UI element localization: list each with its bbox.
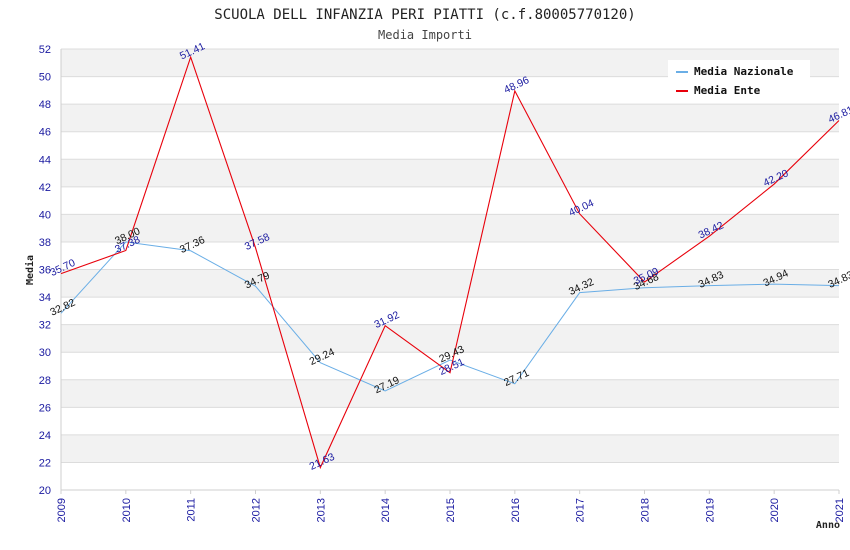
x-axis-ticks: 2009 2010 2011 2012 2013 2014 2015 2016 2017 2018…: [56, 490, 846, 522]
x-tick-label: 2013: [315, 498, 327, 522]
legend-label-media-ente: Media Ente: [694, 84, 761, 97]
grid-band: [61, 269, 839, 298]
y-tick-label: 34: [39, 292, 51, 304]
y-tick-label: 20: [39, 485, 51, 497]
x-tick-label: 2014: [380, 498, 392, 522]
y-axis-ticks: 20 22 24 26 28 30 32 34 36 38 40 42 44 46 48 50 52: [39, 44, 51, 497]
y-tick-label: 26: [39, 402, 51, 414]
series-line-media-ente: [60, 55, 840, 470]
grid-band: [61, 131, 839, 160]
grid-band: [61, 462, 839, 490]
x-tick-label: 2018: [640, 498, 652, 522]
legend-box: [668, 60, 810, 102]
grid-lines: [60, 48, 839, 491]
y-tick-label: 44: [39, 154, 51, 166]
grid-band: [61, 104, 839, 132]
series-line-media-nazionale: [60, 241, 840, 392]
chart-subtitle: Media Importi: [378, 28, 472, 42]
y-tick-label: 36: [39, 265, 51, 277]
grid-band: [61, 434, 839, 463]
x-tick-label: 2011: [186, 498, 198, 522]
y-axis-label: Media: [24, 255, 36, 285]
legend-item-media-ente: Media Ente: [676, 84, 761, 97]
grid-bands: [61, 49, 839, 490]
y-tick-label: 28: [39, 375, 51, 387]
grid-band: [61, 159, 839, 187]
y-tick-label: 48: [39, 99, 51, 111]
grid-band: [61, 407, 839, 435]
x-tick-label: 2015: [445, 498, 457, 522]
legend-item-media-nazionale: Media Nazionale: [676, 65, 794, 78]
x-tick-label: 2012: [251, 498, 263, 522]
x-tick-label: 2020: [769, 498, 781, 522]
x-tick-label: 2009: [56, 498, 68, 522]
x-tick-label: 2010: [121, 498, 133, 522]
grid-band: [61, 352, 839, 380]
grid-band: [61, 324, 839, 353]
grid-band: [61, 297, 839, 325]
legend: Media Nazionale Media Ente: [668, 60, 810, 102]
y-tick-label: 38: [39, 237, 51, 249]
y-tick-label: 42: [39, 182, 51, 194]
x-tick-label: 2021: [834, 498, 846, 522]
y-tick-label: 50: [39, 72, 51, 84]
y-tick-label: 22: [39, 457, 51, 469]
y-tick-label: 24: [39, 430, 51, 442]
x-tick-label: 2017: [575, 498, 587, 522]
y-tick-label: 46: [39, 127, 51, 139]
grid-band: [61, 379, 839, 408]
y-tick-label: 30: [39, 347, 51, 359]
x-tick-label: 2016: [510, 498, 522, 522]
y-tick-label: 32: [39, 320, 51, 332]
y-tick-label: 40: [39, 209, 51, 221]
series-lines: [60, 55, 840, 470]
grid-band: [61, 186, 839, 215]
y-tick-label: 52: [39, 44, 51, 56]
chart-title: SCUOLA DELL INFANZIA PERI PIATTI (c.f.80…: [214, 7, 635, 23]
grid-band: [61, 241, 839, 270]
grid-band: [61, 214, 839, 242]
x-tick-label: 2019: [704, 498, 716, 522]
x-axis-label: Anno: [816, 520, 840, 531]
legend-label-media-nazionale: Media Nazionale: [694, 65, 794, 78]
